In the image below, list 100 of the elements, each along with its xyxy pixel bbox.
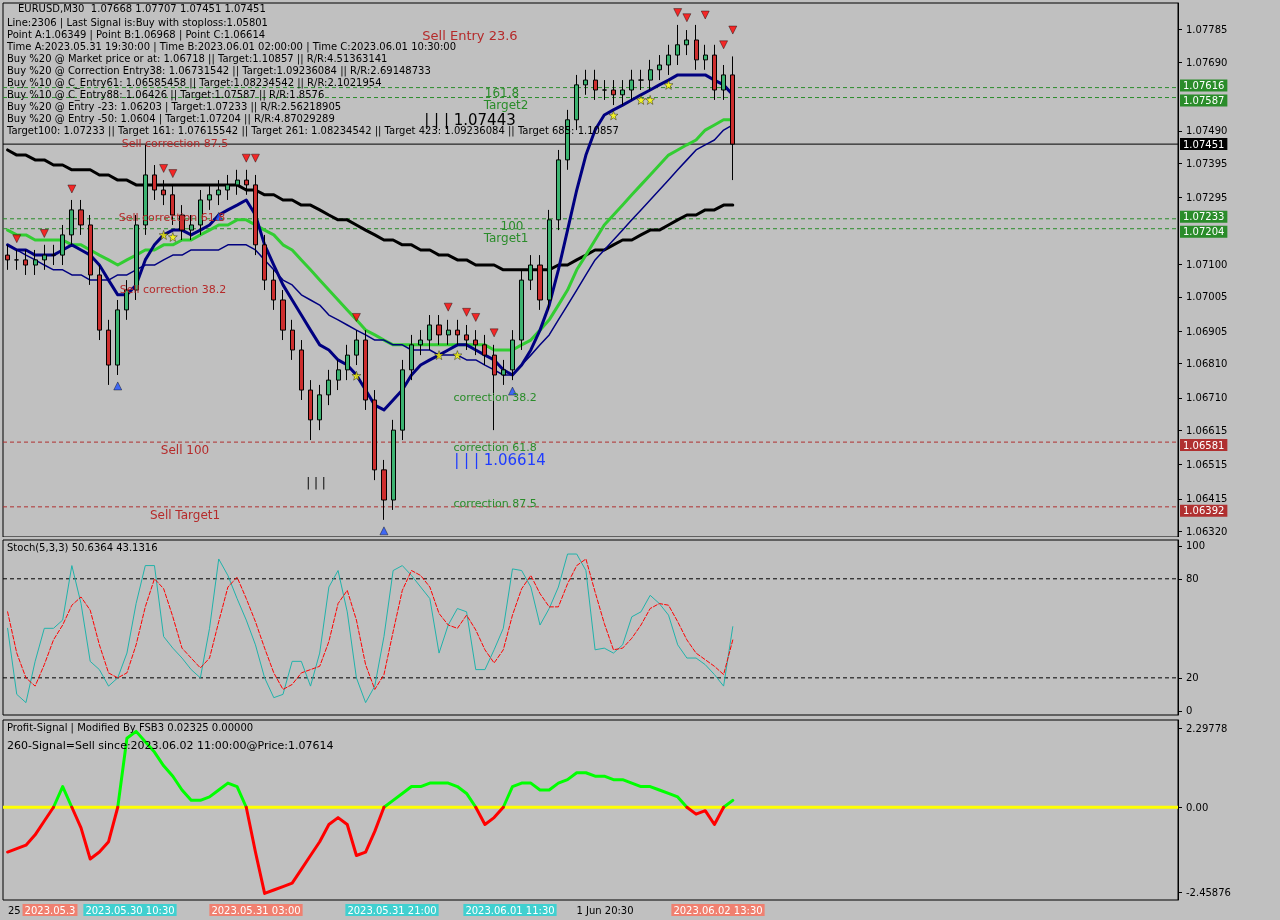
candlestick <box>198 189 203 236</box>
candlestick <box>391 419 396 511</box>
point <box>113 381 122 391</box>
y-tick-label: 1.07005 <box>1186 291 1228 303</box>
candlestick <box>583 69 588 96</box>
point <box>728 25 738 35</box>
point <box>645 95 655 105</box>
candlestick <box>42 244 47 271</box>
y-tick-label: 80 <box>1186 573 1199 585</box>
point <box>673 8 682 17</box>
annotation: Buy %20 @ Market price or at: 1.06718 || Target:1.10857 || R/R:4.51363141 <box>7 52 388 65</box>
y-tick-label: 1.06320 <box>1186 526 1228 538</box>
y-tick-label: 100 <box>1186 540 1206 552</box>
text: 2023.06.02 13:30 <box>673 904 763 916</box>
candlestick <box>216 179 221 206</box>
text: 25 <box>8 904 21 916</box>
annotation: Buy %10 @ C_Entry61: 1.06585458 || Target:1.08234542 || R/R:2.1021954 <box>7 76 382 89</box>
candlestick <box>115 299 120 376</box>
candlestick <box>5 244 10 271</box>
y-tick-label: 0.00 <box>1186 801 1209 813</box>
y-tick-label: 1.07295 <box>1186 192 1228 204</box>
ref-line-label: 1.07233 <box>1183 211 1225 223</box>
annotation: Sell correction 38.2 <box>119 282 227 296</box>
y-tick-label: -2.45876 <box>1186 886 1231 898</box>
y-tick-label: 0 <box>1186 705 1193 717</box>
candlestick <box>464 324 469 351</box>
candlestick <box>235 169 240 196</box>
annotation: Line:2306 | Last Signal is:Buy with stoploss:1.05801 <box>7 16 268 29</box>
annotation: correction 87.5 <box>453 496 537 510</box>
point <box>443 302 453 312</box>
text: 2023.06.01 11:30 <box>465 904 555 916</box>
annotation: 100 <box>500 219 524 233</box>
point <box>242 153 251 163</box>
candlestick <box>308 379 313 441</box>
annotation: Sell Target1 <box>149 508 221 522</box>
candlestick <box>694 24 699 71</box>
candlestick <box>207 184 212 211</box>
candlestick <box>106 319 111 386</box>
candlestick <box>418 329 423 356</box>
y-tick-label: 1.06415 <box>1186 493 1228 505</box>
candlestick <box>14 249 19 271</box>
candlestick <box>482 334 487 366</box>
candlestick <box>253 174 258 256</box>
annotation: Target2 <box>482 98 529 112</box>
annotation: Time A:2023.05.31 19:30:00 | Time B:2023.06.01 02:00:00 | Time C:2023.06.01 10:30:00 <box>6 40 457 53</box>
point <box>168 169 178 178</box>
candlestick <box>372 389 377 481</box>
candlestick <box>88 214 93 286</box>
chart-title: Stoch(5,3,3) 50.6364 43.1316 <box>7 541 158 553</box>
y-tick-label: 1.06515 <box>1186 459 1228 471</box>
ref-line-label: 1.07204 <box>1183 226 1225 238</box>
annotation: Buy %20 @ Entry -23: 1.06203 | Target:1.07233 || R/R:2.56218905 <box>7 100 342 113</box>
candlestick <box>326 369 331 406</box>
y-tick-label: 1.06710 <box>1186 392 1228 404</box>
candlestick <box>620 79 625 106</box>
point <box>701 10 710 20</box>
point <box>352 313 361 322</box>
point <box>663 80 674 90</box>
candlestick <box>409 334 414 381</box>
point <box>351 370 362 381</box>
candlestick <box>336 359 341 391</box>
y-tick-label: 1.06810 <box>1186 358 1228 370</box>
annotation: Sell 100 <box>160 443 210 457</box>
point <box>168 232 178 242</box>
candlestick <box>69 199 74 246</box>
candlestick <box>666 44 671 76</box>
candlestick <box>629 69 634 101</box>
point <box>636 95 646 105</box>
point <box>608 110 619 121</box>
point <box>471 313 480 322</box>
candlestick <box>33 249 38 276</box>
chart-title: Profit-Signal | Modified By FSB3 0.02325 0.00000 <box>7 721 254 734</box>
candlestick <box>97 264 102 341</box>
point <box>719 40 728 50</box>
candlestick <box>473 329 478 356</box>
point <box>158 230 169 240</box>
text: 2023.05.31 21:00 <box>347 904 437 916</box>
candlestick <box>262 234 267 291</box>
text: 1 Jun 20:30 <box>576 904 634 916</box>
candlestick <box>161 179 166 206</box>
point <box>159 164 168 173</box>
chart-title: EURUSD,M30 1.07668 1.07707 1.07451 1.07451 <box>18 2 266 14</box>
point <box>251 153 260 163</box>
candlestick <box>611 79 616 106</box>
y-tick-label: 20 <box>1186 672 1199 684</box>
ref-line-label: 1.06392 <box>1183 505 1225 517</box>
point <box>462 308 471 317</box>
candlestick <box>78 199 84 236</box>
candlestick <box>712 44 717 101</box>
annotation: Buy %10 @ C_Entry88: 1.06426 || Target:1.07587 || R/R:1.8576 <box>7 88 325 101</box>
candlestick <box>602 79 607 101</box>
ref-line-label: 1.07616 <box>1183 80 1225 92</box>
candlestick <box>446 319 451 346</box>
candlestick <box>299 339 304 401</box>
y-tick-label: 1.07395 <box>1186 157 1228 169</box>
candlestick <box>684 29 689 56</box>
point <box>12 234 22 243</box>
point <box>434 350 444 360</box>
candlestick <box>510 329 515 381</box>
y-tick-label: 2.29778 <box>1186 722 1228 734</box>
